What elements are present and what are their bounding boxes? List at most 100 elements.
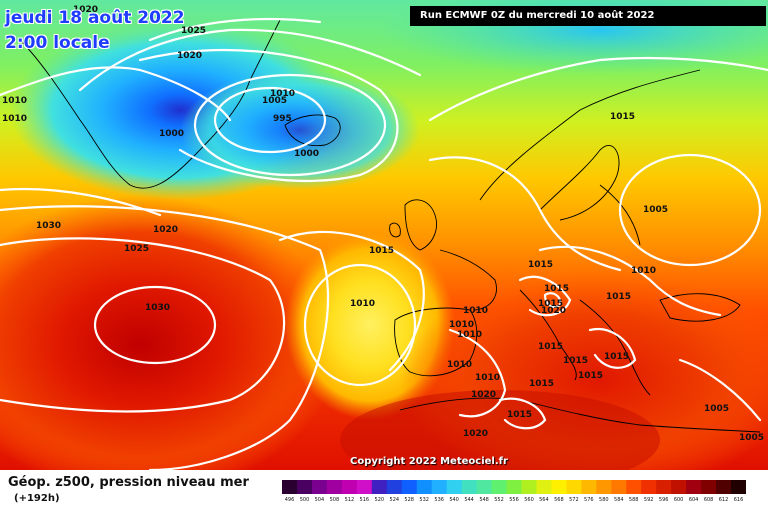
isobar-995-low xyxy=(213,86,327,154)
isobar-1005-east xyxy=(618,153,762,267)
scale-tick-label: 576 xyxy=(584,497,594,503)
scale-swatch xyxy=(491,480,508,494)
scale-swatch xyxy=(521,480,537,494)
scale-swatch xyxy=(296,480,313,494)
scale-swatch xyxy=(446,480,463,494)
isobar-label: 1020 xyxy=(177,51,202,61)
scale-swatch xyxy=(551,480,567,494)
scale-swatch xyxy=(311,480,328,494)
isobar-label: 1005 xyxy=(704,404,729,414)
scale-tick-label: 580 xyxy=(599,497,609,503)
scale-swatch xyxy=(461,480,478,494)
scale-tick-label: 596 xyxy=(658,497,669,503)
isobar-label: 1010 xyxy=(270,89,295,99)
isobar-1015-europe xyxy=(428,156,622,272)
scale-tick-label: 560 xyxy=(524,497,534,503)
scale-tick-label: 588 xyxy=(628,497,639,503)
scale-swatch xyxy=(656,480,672,494)
scale-tick-label: 512 xyxy=(344,497,355,503)
isobar-label: 1030 xyxy=(145,303,170,313)
black-sea-coast xyxy=(659,293,741,322)
isobar-label: 1015 xyxy=(604,352,629,362)
scale-tick-label: 500 xyxy=(299,497,310,503)
scale-swatch xyxy=(686,480,702,494)
scale-swatch xyxy=(506,480,522,494)
scale-tick-label: 536 xyxy=(434,497,444,503)
scale-swatch xyxy=(356,480,373,494)
scale-tick-label: 616 xyxy=(733,497,744,503)
scale-tick-label: 564 xyxy=(539,497,549,503)
scale-swatch xyxy=(566,480,582,494)
scale-swatch xyxy=(341,480,358,494)
isobar-1020-alps xyxy=(543,292,562,309)
france-coast xyxy=(439,249,497,311)
scale-swatch xyxy=(401,480,418,494)
scandinavia-coast xyxy=(479,69,701,221)
scale-tick-label: 600 xyxy=(673,497,684,503)
geopotential-map: 1020 1025 1020 1010 1010 1005 1010 995 1… xyxy=(0,0,768,470)
north-africa-shading xyxy=(340,390,660,470)
isobar-label: 1015 xyxy=(563,356,588,366)
isobar-label: 1015 xyxy=(507,410,532,420)
scale-tick-label: 496 xyxy=(284,497,295,503)
copyright-text: Copyright 2022 Meteociel.fr xyxy=(350,456,508,467)
isobar-labels: 1020 1025 1020 1010 1010 1005 1010 995 1… xyxy=(2,5,764,443)
isobar-label: 1020 xyxy=(541,306,566,316)
scale-tick-label: 592 xyxy=(643,497,654,503)
balkans-coast xyxy=(579,299,651,396)
scale-tick-label: 528 xyxy=(404,497,414,503)
isobar-label: 1010 xyxy=(457,330,482,340)
scale-tick-label: 548 xyxy=(479,497,489,503)
scale-tick-label: 572 xyxy=(569,497,579,503)
isobars xyxy=(0,17,768,470)
scale-tick-label: 520 xyxy=(374,497,385,503)
isobar-1005-east-low xyxy=(678,358,762,422)
color-scale-labels: 496 500 504 508 512 516 520 524 528 532 536 540 544 5… xyxy=(282,497,746,507)
isobar-1005-low xyxy=(138,48,399,183)
isobar-1000-low xyxy=(193,73,387,177)
isobar-1010-iberia xyxy=(303,263,417,387)
isobar-label: 1005 xyxy=(643,205,668,215)
scale-swatch xyxy=(641,480,657,494)
scale-tick-label: 524 xyxy=(389,497,400,503)
scale-tick-label: 612 xyxy=(718,497,729,503)
isobar-label: 1010 xyxy=(2,96,27,106)
scale-swatch xyxy=(626,480,642,494)
isobar-1020-high xyxy=(0,205,330,470)
azores-high-shading xyxy=(0,195,340,470)
isobar-label: 1025 xyxy=(124,244,149,254)
scale-tick-label: 584 xyxy=(614,497,624,503)
scale-swatch xyxy=(611,480,627,494)
north-africa-coast xyxy=(399,397,761,433)
isobar-label: 1010 xyxy=(2,114,27,124)
scale-tick-label: 508 xyxy=(329,497,340,503)
scale-tick-label: 552 xyxy=(494,497,504,503)
isobar-label: 1010 xyxy=(449,320,474,330)
isobar-label: 1015 xyxy=(544,284,569,294)
scale-swatch xyxy=(596,480,612,494)
isobar-label: 1010 xyxy=(447,360,472,370)
scale-swatch xyxy=(671,480,687,494)
forecast-date: jeudi 18 août 2022 xyxy=(5,8,185,28)
isobar-label: 1015 xyxy=(529,379,554,389)
isobar-label: 1015 xyxy=(528,260,553,270)
isobar-label: 1020 xyxy=(153,225,178,235)
scale-tick-label: 516 xyxy=(359,497,370,503)
isobar-1010-med xyxy=(448,328,507,418)
legend-title: Géop. z500, pression niveau mer xyxy=(8,475,249,490)
iceland-coast xyxy=(284,114,341,147)
scale-swatch xyxy=(416,480,433,494)
isobar-label: 1015 xyxy=(538,299,563,309)
isobar-label: 1030 xyxy=(36,221,61,231)
scale-tick-label: 532 xyxy=(419,497,429,503)
scale-swatch xyxy=(282,480,298,494)
isobar-label: 1015 xyxy=(538,342,563,352)
isobar-label: 1015 xyxy=(369,246,394,256)
isobar-label: 1015 xyxy=(578,371,603,381)
color-scale xyxy=(282,480,746,494)
isobar-label: 1015 xyxy=(606,292,631,302)
scale-tick-label: 568 xyxy=(554,497,564,503)
isobar-label: 1000 xyxy=(294,149,319,159)
scale-swatch xyxy=(326,480,343,494)
isobar-label: 1025 xyxy=(181,26,206,36)
